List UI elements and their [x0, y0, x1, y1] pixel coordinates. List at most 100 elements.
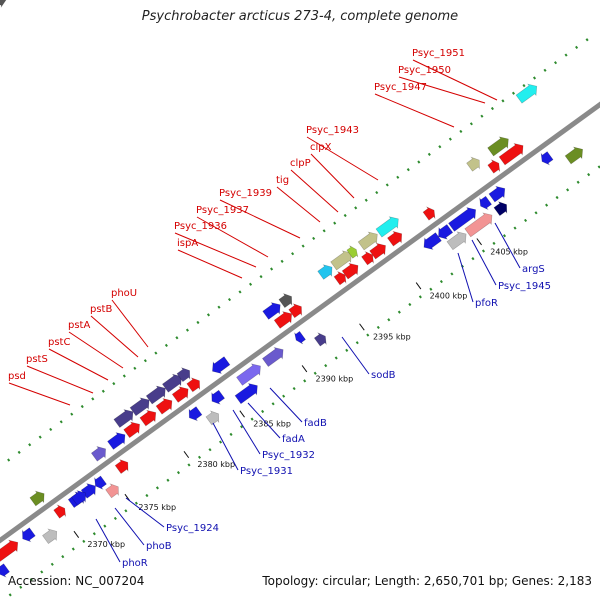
gene-feature[interactable]	[185, 405, 203, 423]
gene-feature[interactable]	[0, 537, 22, 564]
gene-label-top[interactable]: Psyc_1951	[412, 48, 465, 59]
gene-feature[interactable]	[488, 183, 509, 204]
gene-feature[interactable]	[235, 360, 264, 387]
gene-feature[interactable]	[292, 330, 307, 346]
gene-label-bottom[interactable]: pfoR	[475, 298, 498, 309]
gene-label-bottom[interactable]: Psyc_1932	[262, 450, 315, 461]
label-leader-line	[276, 186, 321, 223]
gene-feature[interactable]	[375, 213, 403, 238]
gene-feature[interactable]	[368, 240, 389, 261]
tick-label: 2405 kbp	[490, 247, 528, 256]
gene-feature[interactable]	[176, 365, 194, 383]
gene-feature[interactable]	[106, 429, 129, 451]
gene-label-bottom[interactable]: argS	[522, 264, 545, 275]
gene-feature[interactable]	[90, 443, 110, 463]
gene-label-top[interactable]: Psyc_1936	[174, 221, 227, 232]
gene-feature[interactable]	[114, 457, 132, 475]
gene-feature[interactable]	[261, 344, 287, 368]
gene-feature[interactable]	[515, 81, 541, 105]
gene-label-bottom[interactable]: Psyc_1924	[166, 523, 219, 534]
gene-feature[interactable]	[70, 487, 90, 507]
gene-feature[interactable]	[0, 562, 11, 579]
gene-feature[interactable]	[29, 488, 49, 508]
gene-feature[interactable]	[262, 299, 285, 321]
gene-feature[interactable]	[538, 150, 554, 167]
gene-feature[interactable]	[208, 355, 231, 377]
gene-feature[interactable]	[139, 407, 160, 428]
gene-feature[interactable]	[288, 301, 306, 319]
tick-label: 2375 kbp	[138, 503, 176, 512]
gene-feature[interactable]	[434, 223, 454, 243]
gene-feature[interactable]	[564, 144, 587, 166]
gene-feature[interactable]	[278, 291, 296, 309]
gene-feature[interactable]	[123, 419, 144, 440]
gene-label-top[interactable]: clpP	[290, 158, 311, 169]
gene-feature[interactable]	[422, 205, 438, 222]
tick-label: 2395 kbp	[373, 333, 411, 342]
gene-label-top[interactable]: pstC	[48, 337, 70, 348]
gene-feature[interactable]	[330, 247, 356, 271]
label-leader-line	[494, 222, 521, 269]
gene-feature[interactable]	[129, 394, 153, 417]
gene-label-bottom[interactable]: fadB	[304, 418, 327, 429]
gene-feature[interactable]	[313, 331, 329, 348]
gene-feature[interactable]	[208, 389, 226, 407]
gene-feature[interactable]	[476, 195, 493, 212]
gene-label-top[interactable]: pstS	[26, 354, 48, 365]
gene-label-bottom[interactable]: Psyc_1945	[498, 281, 551, 292]
gene-feature[interactable]	[447, 204, 479, 233]
gene-feature[interactable]	[346, 244, 361, 260]
gene-feature[interactable]	[465, 154, 483, 172]
gene-feature[interactable]	[341, 260, 362, 281]
gene-label-top[interactable]: Psyc_1939	[219, 188, 272, 199]
gene-feature[interactable]	[19, 526, 37, 544]
gene-feature[interactable]	[186, 375, 204, 393]
gene-feature[interactable]	[487, 158, 503, 175]
gene-feature[interactable]	[0, 0, 7, 8]
gene-feature[interactable]	[91, 474, 107, 491]
gene-feature[interactable]	[317, 261, 337, 281]
gene-label-top[interactable]: phoU	[111, 288, 137, 299]
gene-label-top[interactable]: Psyc_1943	[306, 125, 359, 136]
gene-feature[interactable]	[486, 133, 512, 157]
gene-feature[interactable]	[145, 383, 169, 406]
gene-label-bottom[interactable]: fadA	[282, 434, 305, 445]
gene-feature[interactable]	[113, 406, 137, 429]
gene-feature[interactable]	[41, 526, 61, 546]
gene-feature[interactable]	[273, 308, 296, 330]
gene-label-bottom[interactable]: phoB	[146, 541, 172, 552]
gene-label-top[interactable]: pstB	[90, 304, 112, 315]
gene-feature[interactable]	[155, 395, 176, 416]
gene-label-top[interactable]: Psyc_1937	[196, 205, 249, 216]
gene-label-top[interactable]: pstA	[68, 320, 90, 331]
gene-feature[interactable]	[386, 228, 406, 248]
gene-label-bottom[interactable]: phoR	[122, 558, 148, 569]
gene-feature[interactable]	[493, 199, 511, 217]
gene-feature[interactable]	[171, 383, 192, 404]
gene-feature[interactable]	[446, 228, 470, 251]
gene-label-bottom[interactable]: Psyc_1931	[240, 466, 293, 477]
gene-label-top[interactable]: ispA	[177, 238, 198, 249]
label-leader-line	[269, 387, 303, 423]
label-leader-line	[174, 232, 257, 268]
gene-feature[interactable]	[205, 408, 223, 426]
label-leader-line	[125, 497, 165, 528]
gene-feature[interactable]	[360, 249, 376, 266]
gene-label-bottom[interactable]: sodB	[371, 370, 396, 381]
gene-label-top[interactable]: Psyc_1950	[398, 65, 451, 76]
gene-label-top[interactable]: clpX	[310, 142, 332, 153]
gene-feature[interactable]	[498, 140, 527, 167]
gene-label-top[interactable]: Psyc_1947	[374, 82, 427, 93]
gene-label-top[interactable]: tig	[276, 175, 289, 186]
gene-feature[interactable]	[104, 481, 122, 499]
gene-feature[interactable]	[357, 229, 381, 252]
gene-feature[interactable]	[464, 209, 496, 238]
gene-feature[interactable]	[161, 371, 185, 394]
gene-feature[interactable]	[420, 231, 443, 253]
gene-label-top[interactable]: psd	[8, 371, 26, 382]
gene-feature[interactable]	[53, 503, 69, 520]
gene-feature[interactable]	[234, 380, 262, 405]
gene-feature[interactable]	[333, 269, 349, 286]
